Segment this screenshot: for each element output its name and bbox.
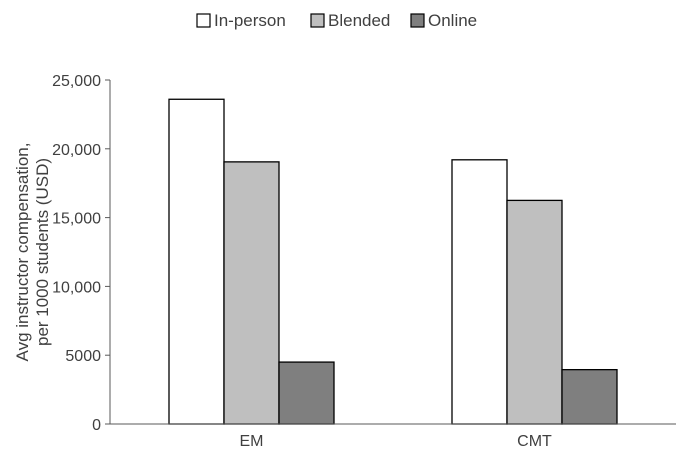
bar-online-em [278, 361, 335, 425]
bar-in-person-em [168, 98, 225, 425]
y-axis-label: Avg instructor compensation,per 1000 stu… [13, 143, 52, 362]
y-axis-title: Avg instructor compensation,per 1000 stu… [13, 143, 52, 362]
y-axis: 0 5000 10,000 15,000 20,000 25,000 [52, 73, 111, 434]
legend-item: Blended [310, 11, 390, 30]
y-tick-label: 0 [92, 417, 101, 434]
legend: In-person Blended Online [196, 11, 477, 30]
bar-blended-cmt [506, 199, 563, 425]
y-tick-label: 10,000 [52, 279, 101, 296]
legend-swatch [310, 13, 325, 28]
bar-blended-em [223, 161, 280, 425]
y-axis-title-line: Avg instructor compensation, [13, 143, 32, 362]
y-tick-label: 25,000 [52, 73, 101, 90]
legend-item: Online [410, 11, 477, 30]
legend-label: Online [428, 11, 477, 30]
legend-item: In-person [196, 11, 286, 30]
y-axis-title-line: per 1000 students (USD) [33, 158, 52, 346]
bars [168, 98, 618, 425]
legend-swatch [196, 13, 211, 28]
y-tick-label: 5000 [65, 348, 101, 365]
legend-label: In-person [214, 11, 286, 30]
legend-label: Blended [328, 11, 390, 30]
x-axis: EM CMT [110, 423, 676, 450]
x-tick-label: EM [240, 433, 264, 450]
legend-swatch [410, 13, 425, 28]
y-tick-label: 15,000 [52, 211, 101, 228]
y-tick-label: 20,000 [52, 142, 101, 159]
x-tick-label: CMT [517, 433, 552, 450]
bar-online-cmt [561, 368, 618, 425]
bar-in-person-cmt [451, 159, 508, 425]
